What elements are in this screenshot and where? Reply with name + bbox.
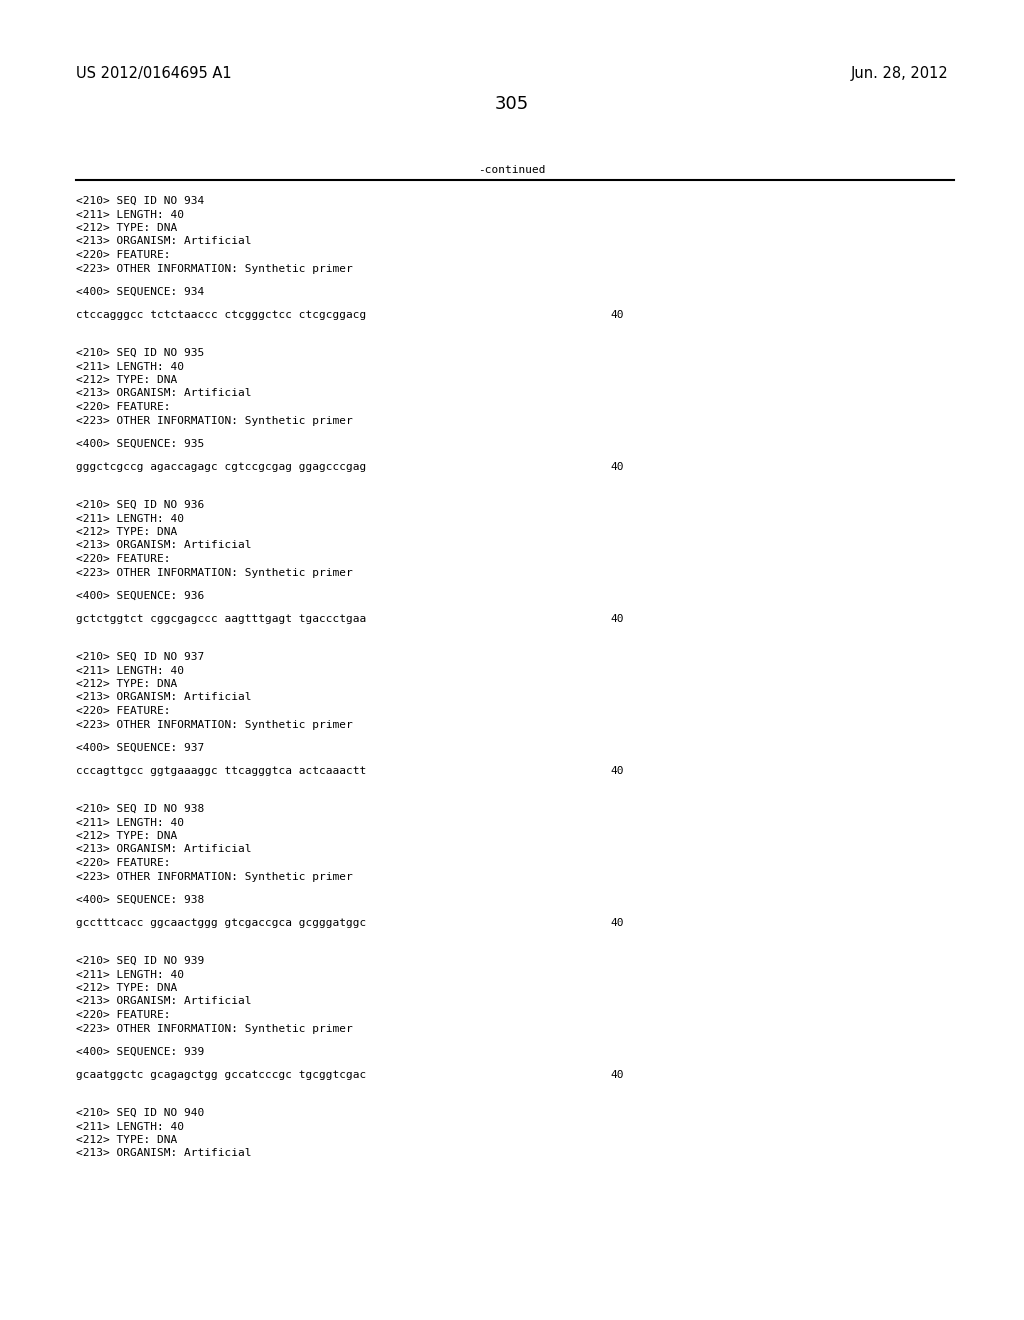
Text: gcaatggctc gcagagctgg gccatcccgc tgcggtcgac: gcaatggctc gcagagctgg gccatcccgc tgcggtc…: [76, 1071, 367, 1081]
Text: <211> LENGTH: 40: <211> LENGTH: 40: [76, 362, 184, 371]
Text: <211> LENGTH: 40: <211> LENGTH: 40: [76, 665, 184, 676]
Text: <400> SEQUENCE: 934: <400> SEQUENCE: 934: [76, 286, 204, 297]
Text: <220> FEATURE:: <220> FEATURE:: [76, 554, 171, 564]
Text: gctctggtct cggcgagccc aagtttgagt tgaccctgaa: gctctggtct cggcgagccc aagtttgagt tgaccct…: [76, 615, 367, 624]
Text: <211> LENGTH: 40: <211> LENGTH: 40: [76, 969, 184, 979]
Text: <213> ORGANISM: Artificial: <213> ORGANISM: Artificial: [76, 693, 252, 702]
Text: ctccagggcc tctctaaccc ctcgggctcc ctcgcggacg: ctccagggcc tctctaaccc ctcgggctcc ctcgcgg…: [76, 310, 367, 321]
Text: <212> TYPE: DNA: <212> TYPE: DNA: [76, 223, 177, 234]
Text: Jun. 28, 2012: Jun. 28, 2012: [850, 66, 948, 81]
Text: <213> ORGANISM: Artificial: <213> ORGANISM: Artificial: [76, 236, 252, 247]
Text: <211> LENGTH: 40: <211> LENGTH: 40: [76, 210, 184, 219]
Text: US 2012/0164695 A1: US 2012/0164695 A1: [76, 66, 231, 81]
Text: <212> TYPE: DNA: <212> TYPE: DNA: [76, 527, 177, 537]
Text: <212> TYPE: DNA: <212> TYPE: DNA: [76, 832, 177, 841]
Text: <223> OTHER INFORMATION: Synthetic primer: <223> OTHER INFORMATION: Synthetic prime…: [76, 871, 352, 882]
Text: 40: 40: [610, 1071, 624, 1081]
Text: <400> SEQUENCE: 938: <400> SEQUENCE: 938: [76, 895, 204, 906]
Text: <223> OTHER INFORMATION: Synthetic primer: <223> OTHER INFORMATION: Synthetic prime…: [76, 416, 352, 425]
Text: <211> LENGTH: 40: <211> LENGTH: 40: [76, 1122, 184, 1131]
Text: <212> TYPE: DNA: <212> TYPE: DNA: [76, 375, 177, 385]
Text: <223> OTHER INFORMATION: Synthetic primer: <223> OTHER INFORMATION: Synthetic prime…: [76, 568, 352, 578]
Text: 40: 40: [610, 310, 624, 321]
Text: <220> FEATURE:: <220> FEATURE:: [76, 1010, 171, 1020]
Text: -continued: -continued: [478, 165, 546, 176]
Text: <220> FEATURE:: <220> FEATURE:: [76, 249, 171, 260]
Text: 40: 40: [610, 767, 624, 776]
Text: <400> SEQUENCE: 936: <400> SEQUENCE: 936: [76, 591, 204, 601]
Text: <210> SEQ ID NO 934: <210> SEQ ID NO 934: [76, 195, 204, 206]
Text: <210> SEQ ID NO 940: <210> SEQ ID NO 940: [76, 1107, 204, 1118]
Text: <220> FEATURE:: <220> FEATURE:: [76, 706, 171, 715]
Text: <211> LENGTH: 40: <211> LENGTH: 40: [76, 817, 184, 828]
Text: <223> OTHER INFORMATION: Synthetic primer: <223> OTHER INFORMATION: Synthetic prime…: [76, 719, 352, 730]
Text: <220> FEATURE:: <220> FEATURE:: [76, 858, 171, 869]
Text: 305: 305: [495, 95, 529, 114]
Text: <210> SEQ ID NO 937: <210> SEQ ID NO 937: [76, 652, 204, 663]
Text: <210> SEQ ID NO 936: <210> SEQ ID NO 936: [76, 500, 204, 510]
Text: <211> LENGTH: 40: <211> LENGTH: 40: [76, 513, 184, 524]
Text: <213> ORGANISM: Artificial: <213> ORGANISM: Artificial: [76, 540, 252, 550]
Text: <220> FEATURE:: <220> FEATURE:: [76, 403, 171, 412]
Text: <212> TYPE: DNA: <212> TYPE: DNA: [76, 983, 177, 993]
Text: 40: 40: [610, 615, 624, 624]
Text: <400> SEQUENCE: 939: <400> SEQUENCE: 939: [76, 1047, 204, 1057]
Text: <213> ORGANISM: Artificial: <213> ORGANISM: Artificial: [76, 845, 252, 854]
Text: <213> ORGANISM: Artificial: <213> ORGANISM: Artificial: [76, 997, 252, 1006]
Text: cccagttgcc ggtgaaaggc ttcagggtca actcaaactt: cccagttgcc ggtgaaaggc ttcagggtca actcaaa…: [76, 767, 367, 776]
Text: <213> ORGANISM: Artificial: <213> ORGANISM: Artificial: [76, 388, 252, 399]
Text: 40: 40: [610, 462, 624, 473]
Text: 40: 40: [610, 919, 624, 928]
Text: <210> SEQ ID NO 939: <210> SEQ ID NO 939: [76, 956, 204, 966]
Text: <400> SEQUENCE: 937: <400> SEQUENCE: 937: [76, 743, 204, 752]
Text: <400> SEQUENCE: 935: <400> SEQUENCE: 935: [76, 440, 204, 449]
Text: gcctttcacc ggcaactggg gtcgaccgca gcgggatggc: gcctttcacc ggcaactggg gtcgaccgca gcgggat…: [76, 919, 367, 928]
Text: gggctcgccg agaccagagc cgtccgcgag ggagcccgag: gggctcgccg agaccagagc cgtccgcgag ggagccc…: [76, 462, 367, 473]
Text: <212> TYPE: DNA: <212> TYPE: DNA: [76, 1135, 177, 1144]
Text: <223> OTHER INFORMATION: Synthetic primer: <223> OTHER INFORMATION: Synthetic prime…: [76, 1023, 352, 1034]
Text: <212> TYPE: DNA: <212> TYPE: DNA: [76, 678, 177, 689]
Text: <223> OTHER INFORMATION: Synthetic primer: <223> OTHER INFORMATION: Synthetic prime…: [76, 264, 352, 273]
Text: <210> SEQ ID NO 935: <210> SEQ ID NO 935: [76, 348, 204, 358]
Text: <210> SEQ ID NO 938: <210> SEQ ID NO 938: [76, 804, 204, 814]
Text: <213> ORGANISM: Artificial: <213> ORGANISM: Artificial: [76, 1148, 252, 1159]
